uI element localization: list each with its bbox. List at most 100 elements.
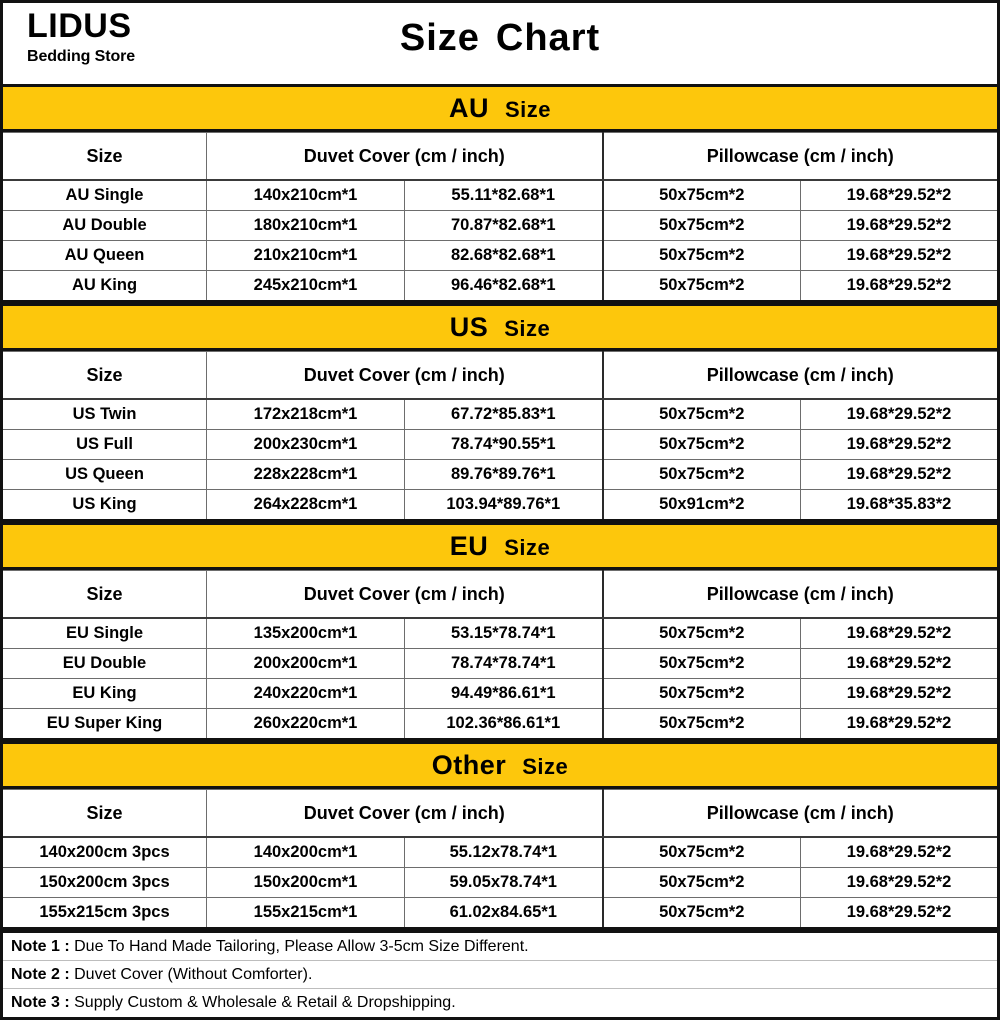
table-row: AU Single 140x210cm*1 55.11*82.68*1 50x75cm… <box>1 179 999 211</box>
cell-pillow-cm: 50x75cm*2 <box>601 270 801 302</box>
cell-pillow-cm: 50x75cm*2 <box>601 459 801 490</box>
size-table: Size Duvet Cover (cm / inch) Pillowcase (c… <box>0 351 1000 522</box>
cell-pillow-cm: 50x75cm*2 <box>601 648 801 679</box>
cell-duvet-cm: 200x200cm*1 <box>206 648 405 679</box>
cell-size: AU King <box>1 270 207 302</box>
cell-pillow-inch: 19.68*29.52*2 <box>800 678 999 709</box>
cell-pillow-inch: 19.68*29.52*2 <box>800 867 999 898</box>
cell-duvet-inch: 78.74*78.74*1 <box>404 648 603 679</box>
cell-pillow-cm: 50x75cm*2 <box>601 708 801 740</box>
cell-pillow-inch: 19.68*29.52*2 <box>800 459 999 490</box>
column-header-duvet: Duvet Cover (cm / inch) <box>206 351 603 400</box>
cell-duvet-cm: 228x228cm*1 <box>206 459 405 490</box>
section-banner-label: AU Size <box>449 93 551 124</box>
note-text: Duvet Cover (Without Comforter). <box>74 965 313 983</box>
cell-duvet-inch: 102.36*86.61*1 <box>404 708 603 740</box>
cell-duvet-cm: 150x200cm*1 <box>206 867 405 898</box>
cell-pillow-inch: 19.68*29.52*2 <box>800 897 999 929</box>
note-label: Note 3 : <box>11 994 75 1011</box>
note-row: Note 2 : Duvet Cover (Without Comforter)… <box>3 961 997 989</box>
table-header-row: Size Duvet Cover (cm / inch) Pillowcase (c… <box>1 570 999 619</box>
cell-pillow-inch: 19.68*29.52*2 <box>800 179 999 211</box>
cell-duvet-inch: 89.76*89.76*1 <box>404 459 603 490</box>
cell-duvet-cm: 245x210cm*1 <box>206 270 405 302</box>
cell-pillow-inch: 19.68*35.83*2 <box>800 489 999 521</box>
cell-size: US Queen <box>1 459 207 490</box>
cell-pillow-cm: 50x75cm*2 <box>601 617 801 649</box>
section-banner-label: EU Size <box>450 531 551 562</box>
note-label: Note 1 : <box>11 937 75 955</box>
section-banner: US Size <box>0 303 1000 351</box>
cell-pillow-inch: 19.68*29.52*2 <box>800 429 999 460</box>
cell-size: 140x200cm 3pcs <box>1 836 207 868</box>
column-header-pillowcase: Pillowcase (cm / inch) <box>601 570 999 619</box>
table-row: 140x200cm 3pcs 140x200cm*1 55.12x78.74*1 50… <box>1 836 999 868</box>
cell-size: EU Single <box>1 617 207 649</box>
section-banner-suffix: Size <box>504 96 552 122</box>
note-row: Note 3 : Supply Custom & Wholesale & Ret… <box>3 989 997 1017</box>
section-banner: EU Size <box>0 522 1000 570</box>
table-row: AU Queen 210x210cm*1 82.68*82.68*1 50x75cm*… <box>1 240 999 271</box>
section-banner-suffix: Size <box>504 315 551 341</box>
cell-size: AU Double <box>1 210 207 241</box>
table-row: US Full 200x230cm*1 78.74*90.55*1 50x75cm*2… <box>1 429 999 460</box>
cell-duvet-cm: 172x218cm*1 <box>206 398 405 430</box>
cell-size: AU Single <box>1 179 207 211</box>
cell-duvet-cm: 210x210cm*1 <box>206 240 405 271</box>
table-row: EU Super King 260x220cm*1 102.36*86.61*1 50… <box>1 708 999 740</box>
section-banner: Other Size <box>0 741 1000 789</box>
brand-name: LIDUS <box>27 7 132 45</box>
column-header-duvet: Duvet Cover (cm / inch) <box>206 132 603 181</box>
note-label: Note 2 : <box>11 965 75 983</box>
note-text: Supply Custom & Wholesale & Retail & Dro… <box>74 994 456 1011</box>
note-row: Note 1 : Due To Hand Made Tailoring, Ple… <box>3 933 997 961</box>
cell-size: EU King <box>1 678 207 709</box>
note-text: Due To Hand Made Tailoring, Please Allow… <box>74 937 529 955</box>
page-title-part1: Size <box>399 17 480 59</box>
brand-tagline: Bedding Store <box>27 47 136 65</box>
cell-size: US Full <box>1 429 207 460</box>
section-banner-label: Other Size <box>432 750 569 781</box>
table-header-row: Size Duvet Cover (cm / inch) Pillowcase (c… <box>1 132 999 181</box>
column-header-pillowcase: Pillowcase (cm / inch) <box>601 132 999 181</box>
cell-size: US Twin <box>1 398 207 430</box>
cell-pillow-inch: 19.68*29.52*2 <box>800 836 999 868</box>
cell-duvet-inch: 78.74*90.55*1 <box>404 429 603 460</box>
cell-pillow-cm: 50x75cm*2 <box>601 179 801 211</box>
size-table: Size Duvet Cover (cm / inch) Pillowcase (c… <box>0 789 1000 930</box>
column-header-duvet: Duvet Cover (cm / inch) <box>206 570 603 619</box>
cell-duvet-inch: 96.46*82.68*1 <box>404 270 603 302</box>
cell-duvet-inch: 82.68*82.68*1 <box>404 240 603 271</box>
cell-pillow-inch: 19.68*29.52*2 <box>800 270 999 302</box>
section-banner-label: US Size <box>450 312 551 343</box>
cell-size: EU Super King <box>1 708 207 740</box>
cell-pillow-inch: 19.68*29.52*2 <box>800 648 999 679</box>
column-header-pillowcase: Pillowcase (cm / inch) <box>601 351 999 400</box>
cell-duvet-cm: 155x215cm*1 <box>206 897 405 929</box>
section-banner-region: Other <box>431 749 507 780</box>
cell-size: EU Double <box>1 648 207 679</box>
brand-header: LIDUS Bedding Store Size Chart <box>0 0 1000 84</box>
section-banner-suffix: Size <box>504 534 551 560</box>
cell-duvet-inch: 67.72*85.83*1 <box>404 398 603 430</box>
cell-duvet-cm: 140x210cm*1 <box>206 179 405 211</box>
page-title: Size Chart <box>3 17 997 60</box>
cell-pillow-cm: 50x75cm*2 <box>601 240 801 271</box>
cell-size: AU Queen <box>1 240 207 271</box>
table-row: US Twin 172x218cm*1 67.72*85.83*1 50x75cm*2… <box>1 398 999 430</box>
cell-pillow-cm: 50x75cm*2 <box>601 867 801 898</box>
cell-duvet-cm: 240x220cm*1 <box>206 678 405 709</box>
cell-pillow-cm: 50x75cm*2 <box>601 897 801 929</box>
size-sections: AU Size Size Duvet Cover (cm / inch) Pillow… <box>0 84 1000 930</box>
cell-duvet-cm: 135x200cm*1 <box>206 617 405 649</box>
cell-pillow-inch: 19.68*29.52*2 <box>800 240 999 271</box>
cell-duvet-cm: 180x210cm*1 <box>206 210 405 241</box>
column-header-pillowcase: Pillowcase (cm / inch) <box>601 789 999 838</box>
table-header-row: Size Duvet Cover (cm / inch) Pillowcase (c… <box>1 789 999 838</box>
cell-duvet-inch: 70.87*82.68*1 <box>404 210 603 241</box>
size-table: Size Duvet Cover (cm / inch) Pillowcase (c… <box>0 570 1000 741</box>
cell-pillow-cm: 50x75cm*2 <box>601 678 801 709</box>
cell-duvet-inch: 55.11*82.68*1 <box>404 179 603 211</box>
cell-pillow-inch: 19.68*29.52*2 <box>800 617 999 649</box>
cell-duvet-cm: 200x230cm*1 <box>206 429 405 460</box>
